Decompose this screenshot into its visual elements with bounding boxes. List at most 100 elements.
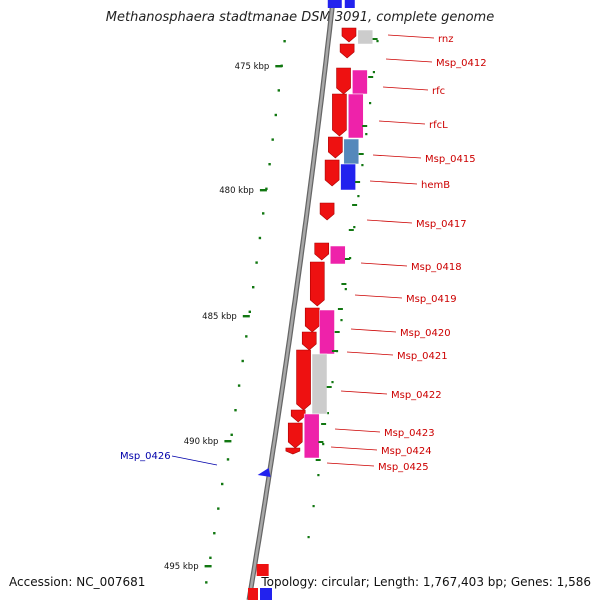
feature-tick	[318, 441, 324, 443]
scale-dot	[230, 433, 233, 436]
gene-leader-line	[340, 390, 388, 395]
gene-label: Msp_0425	[378, 462, 429, 473]
scale-dot	[205, 581, 208, 584]
edge-feature-top-blue	[327, 0, 342, 8]
cds-arrow	[296, 349, 311, 411]
feature-tick	[341, 283, 347, 285]
scale-dot	[209, 556, 212, 559]
scale-dot	[237, 384, 241, 387]
gene-label: Msp_0412	[436, 58, 487, 69]
cds-arrow	[336, 67, 351, 95]
scale-dot	[274, 113, 277, 117]
inner-scale-dot	[307, 536, 310, 539]
gene-leader-line	[346, 351, 394, 356]
scale-tick-label: 475 kbp	[235, 62, 270, 72]
inner-scale-dot	[365, 133, 368, 136]
edge-feature-bottom-red	[248, 588, 259, 600]
scale-dot	[255, 261, 258, 264]
gene-label: Msp_0426	[120, 451, 171, 462]
feature-block	[357, 29, 374, 45]
scale-dot	[262, 212, 265, 215]
gene-leader-line	[378, 120, 426, 125]
inner-scale-dot	[353, 226, 356, 229]
scale-tick	[224, 440, 232, 443]
gene-label: Msp_0423	[384, 428, 435, 439]
feature-block	[311, 353, 328, 415]
figure-title: Methanosphaera stadtmanae DSM 3091, comp…	[105, 10, 495, 25]
scale-tick	[259, 189, 267, 192]
feature-block	[340, 163, 356, 191]
inner-scale-dot	[326, 412, 329, 415]
scale-dot	[234, 409, 237, 412]
gene-leader-line	[360, 262, 408, 267]
gene-label: hemB	[421, 180, 450, 191]
gene-label: Msp_0415	[425, 154, 476, 165]
cds-arrow	[328, 136, 343, 159]
gene-leader-line	[354, 294, 403, 299]
gene-leader-line	[385, 58, 433, 63]
cds-arrow	[309, 261, 325, 307]
scale-dot	[265, 187, 268, 190]
edge-feature-bottom-blue	[260, 588, 273, 600]
scale-tick	[242, 315, 250, 318]
edge-feature-bottom-red	[256, 564, 269, 576]
inner-scale-dot	[331, 381, 334, 384]
gene-label: Msp_0417	[416, 219, 467, 230]
feature-tick	[321, 423, 327, 425]
feature-tick	[355, 181, 361, 183]
feature-tick	[362, 125, 368, 127]
scale-dot	[213, 532, 216, 535]
scale-dot	[277, 89, 280, 92]
gene-label: rfc	[432, 86, 445, 97]
inner-scale-dot	[349, 257, 352, 260]
cds-arrow	[287, 422, 303, 449]
accession-label: Accession: NC_007681	[9, 575, 146, 589]
feature-tick	[326, 386, 332, 388]
scale-tick	[275, 65, 283, 68]
feature-block	[348, 93, 364, 139]
inner-scale-dot	[312, 505, 315, 508]
gene-leader-line	[350, 328, 397, 333]
scale-dot	[245, 335, 248, 338]
cds-arrow	[319, 202, 335, 221]
inner-scale-dot	[344, 288, 347, 291]
scale-tick-label: 480 kbp	[219, 186, 254, 196]
feature-tick	[337, 308, 343, 310]
feature-block	[352, 69, 368, 95]
scale-dot	[283, 40, 286, 43]
inner-scale-dot	[376, 40, 379, 43]
scale-dot	[217, 507, 220, 510]
scale-dot	[226, 458, 230, 461]
cds-arrow	[324, 159, 340, 187]
cds-arrow	[332, 93, 347, 137]
gene-label: Msp_0420	[400, 328, 451, 339]
feature-block	[330, 245, 346, 265]
cds-arrow	[301, 331, 317, 351]
gene-label: Msp_0422	[391, 390, 442, 401]
inner-scale-dot	[369, 102, 372, 105]
scale-dot	[258, 236, 262, 240]
gene-leader-line	[382, 86, 429, 91]
gene-label: Msp_0419	[406, 294, 457, 305]
cds-arrow	[341, 27, 357, 43]
scale-tick-label: 490 kbp	[184, 437, 219, 447]
cds-arrow	[314, 242, 330, 261]
scale-tick	[204, 565, 212, 568]
inner-scale-dot	[317, 474, 320, 477]
inner-scale-dot	[335, 350, 339, 353]
inner-scale-dot	[361, 164, 364, 167]
feature-block	[343, 138, 360, 165]
reverse-feature-marker	[257, 468, 271, 477]
genome-info-label: Topology: circular; Length: 1,767,403 bp…	[261, 575, 591, 589]
cds-arrow	[290, 409, 306, 423]
gene-leader-line	[326, 462, 375, 467]
feature-tick	[372, 38, 378, 40]
inner-scale-dot	[357, 195, 360, 198]
feature-tick	[315, 459, 321, 461]
gene-leader-line	[387, 34, 435, 39]
scale-dot	[268, 163, 271, 166]
scale-dot	[241, 359, 244, 363]
edge-feature-top-blue	[344, 0, 355, 8]
